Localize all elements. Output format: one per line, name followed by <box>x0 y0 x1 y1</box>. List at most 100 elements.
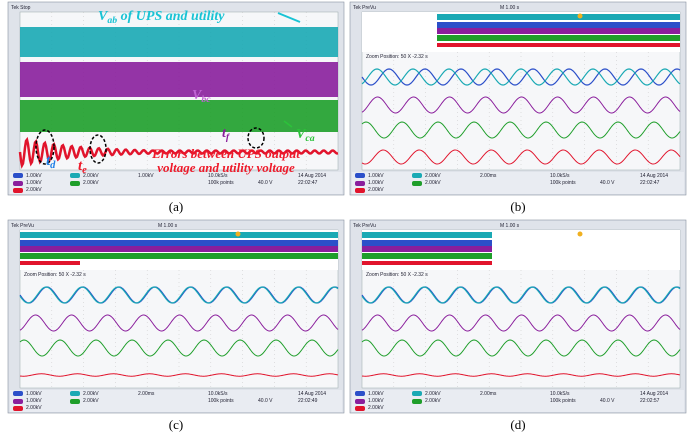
timebase: M 1.00 s <box>158 223 178 229</box>
zoom-marker <box>577 13 583 19</box>
waveform <box>19 286 339 304</box>
status-text: 2.00kV <box>83 173 99 179</box>
status-text: 1.00kV <box>368 398 384 404</box>
status-text: 2.00kV <box>425 398 441 404</box>
channel-chip <box>412 399 422 404</box>
waveform <box>18 136 339 169</box>
waveform <box>361 373 681 377</box>
caption: (d) <box>510 417 525 432</box>
status-text: 2.00kV <box>26 405 42 411</box>
channel-chip <box>412 181 422 186</box>
symbol: V <box>192 88 203 103</box>
annotation-rest: of UPS and utility <box>117 9 225 24</box>
symbol: V <box>296 127 307 142</box>
annotation: Vab of UPS and utility <box>98 9 225 26</box>
status-text: 1.00kV <box>368 173 384 179</box>
channel-chip <box>355 181 365 186</box>
status-text: 100k points <box>550 180 576 186</box>
status-text: 14 Aug 2014 <box>640 173 668 179</box>
arrow <box>283 120 293 128</box>
scope-panel: Tek PreVu M 1.00 s Zoom Position: 50 X -2.… <box>349 219 687 432</box>
status-bar <box>352 390 684 412</box>
zoom-label: Zoom Position: 50 X -2.32 s <box>24 272 86 278</box>
channel-chip <box>355 399 365 404</box>
zoom-marker <box>577 231 583 237</box>
status-text: 10.0kS/s <box>550 173 570 179</box>
subscript: ab <box>107 15 117 26</box>
timebase: M 1.00 s <box>500 5 520 11</box>
marker-ellipse <box>89 134 107 164</box>
channel-chip <box>355 391 365 396</box>
status-text: 2.00ms <box>138 391 155 397</box>
status-text: 1.00kV <box>368 180 384 186</box>
overview-band <box>437 28 680 34</box>
waveform <box>361 121 681 139</box>
waveform <box>361 149 681 165</box>
status-text: 2.00kV <box>83 398 99 404</box>
scope-header: Tek PreVu <box>11 223 34 229</box>
channel-chip <box>355 188 365 193</box>
waveform <box>361 96 681 114</box>
waveform <box>361 68 681 86</box>
zoom-label: Zoom Position: 50 X -2.32 s <box>366 272 428 278</box>
status-text: 1.00kV <box>26 173 42 179</box>
annotation: td <box>46 153 56 171</box>
scope-header: Tek Stop <box>11 5 31 11</box>
status-text: 2.00kV <box>26 187 42 193</box>
status-text: 2.00ms <box>480 391 497 397</box>
overview-band <box>362 246 492 252</box>
annotation: te <box>78 158 87 176</box>
overview-band <box>362 261 492 265</box>
status-text: 10.0kS/s <box>208 173 228 179</box>
waveform <box>19 286 339 304</box>
waveform <box>361 286 681 304</box>
overview-band <box>437 43 680 47</box>
status-text: 22:02:57 <box>640 398 660 404</box>
annotation: tf <box>222 126 231 143</box>
status-text: 1.00kV <box>26 180 42 186</box>
waveform <box>19 339 339 357</box>
zoom-label: Zoom Position: 50 X -2.32 s <box>366 54 428 60</box>
annotation: Vca <box>296 127 315 144</box>
status-text: 100k points <box>550 398 576 404</box>
status-text: 2.00kV <box>83 391 99 397</box>
status-text: 40.0 V <box>600 398 615 404</box>
subscript: ca <box>305 133 314 144</box>
channel-chip <box>13 188 23 193</box>
status-text: 22:02:49 <box>298 398 318 404</box>
symbol: V <box>98 9 109 24</box>
status-text: 14 Aug 2014 <box>298 391 326 397</box>
marker-ellipse <box>35 129 55 165</box>
subscript: d <box>50 160 56 171</box>
status-text: 2.00kV <box>83 180 99 186</box>
status-text: 40.0 V <box>600 180 615 186</box>
overview-band <box>20 240 338 246</box>
status-text: 2.00kV <box>368 187 384 193</box>
scope-header: Tek PreVu <box>353 5 376 11</box>
status-text: 1.00kV <box>26 391 42 397</box>
annotation: voltage and utility voltage <box>157 160 295 175</box>
waveform-band <box>20 27 338 57</box>
status-text: 2.00kV <box>425 391 441 397</box>
subscript: e <box>82 165 87 176</box>
status-text: 22:02:47 <box>298 180 318 186</box>
channel-chip <box>13 399 23 404</box>
status-text: 2.00kV <box>425 173 441 179</box>
overview-band <box>20 261 80 265</box>
status-bar <box>352 172 684 194</box>
symbol: t <box>46 153 51 169</box>
status-text: 2.00kV <box>425 180 441 186</box>
waveform-band <box>20 62 338 97</box>
waveform-band <box>20 100 338 132</box>
overview-band <box>20 232 338 238</box>
scope-panel: Tek Stop1.00kV1.00kV2.00kV2.00kV2.00kV1.… <box>7 1 345 214</box>
waveform <box>19 314 339 332</box>
scope-header: Tek PreVu <box>353 223 376 229</box>
waveform <box>361 314 681 332</box>
caption: (a) <box>169 199 183 214</box>
waveform <box>361 339 681 357</box>
channel-chip <box>355 173 365 178</box>
overview-band <box>437 35 680 41</box>
waveform <box>19 373 339 377</box>
